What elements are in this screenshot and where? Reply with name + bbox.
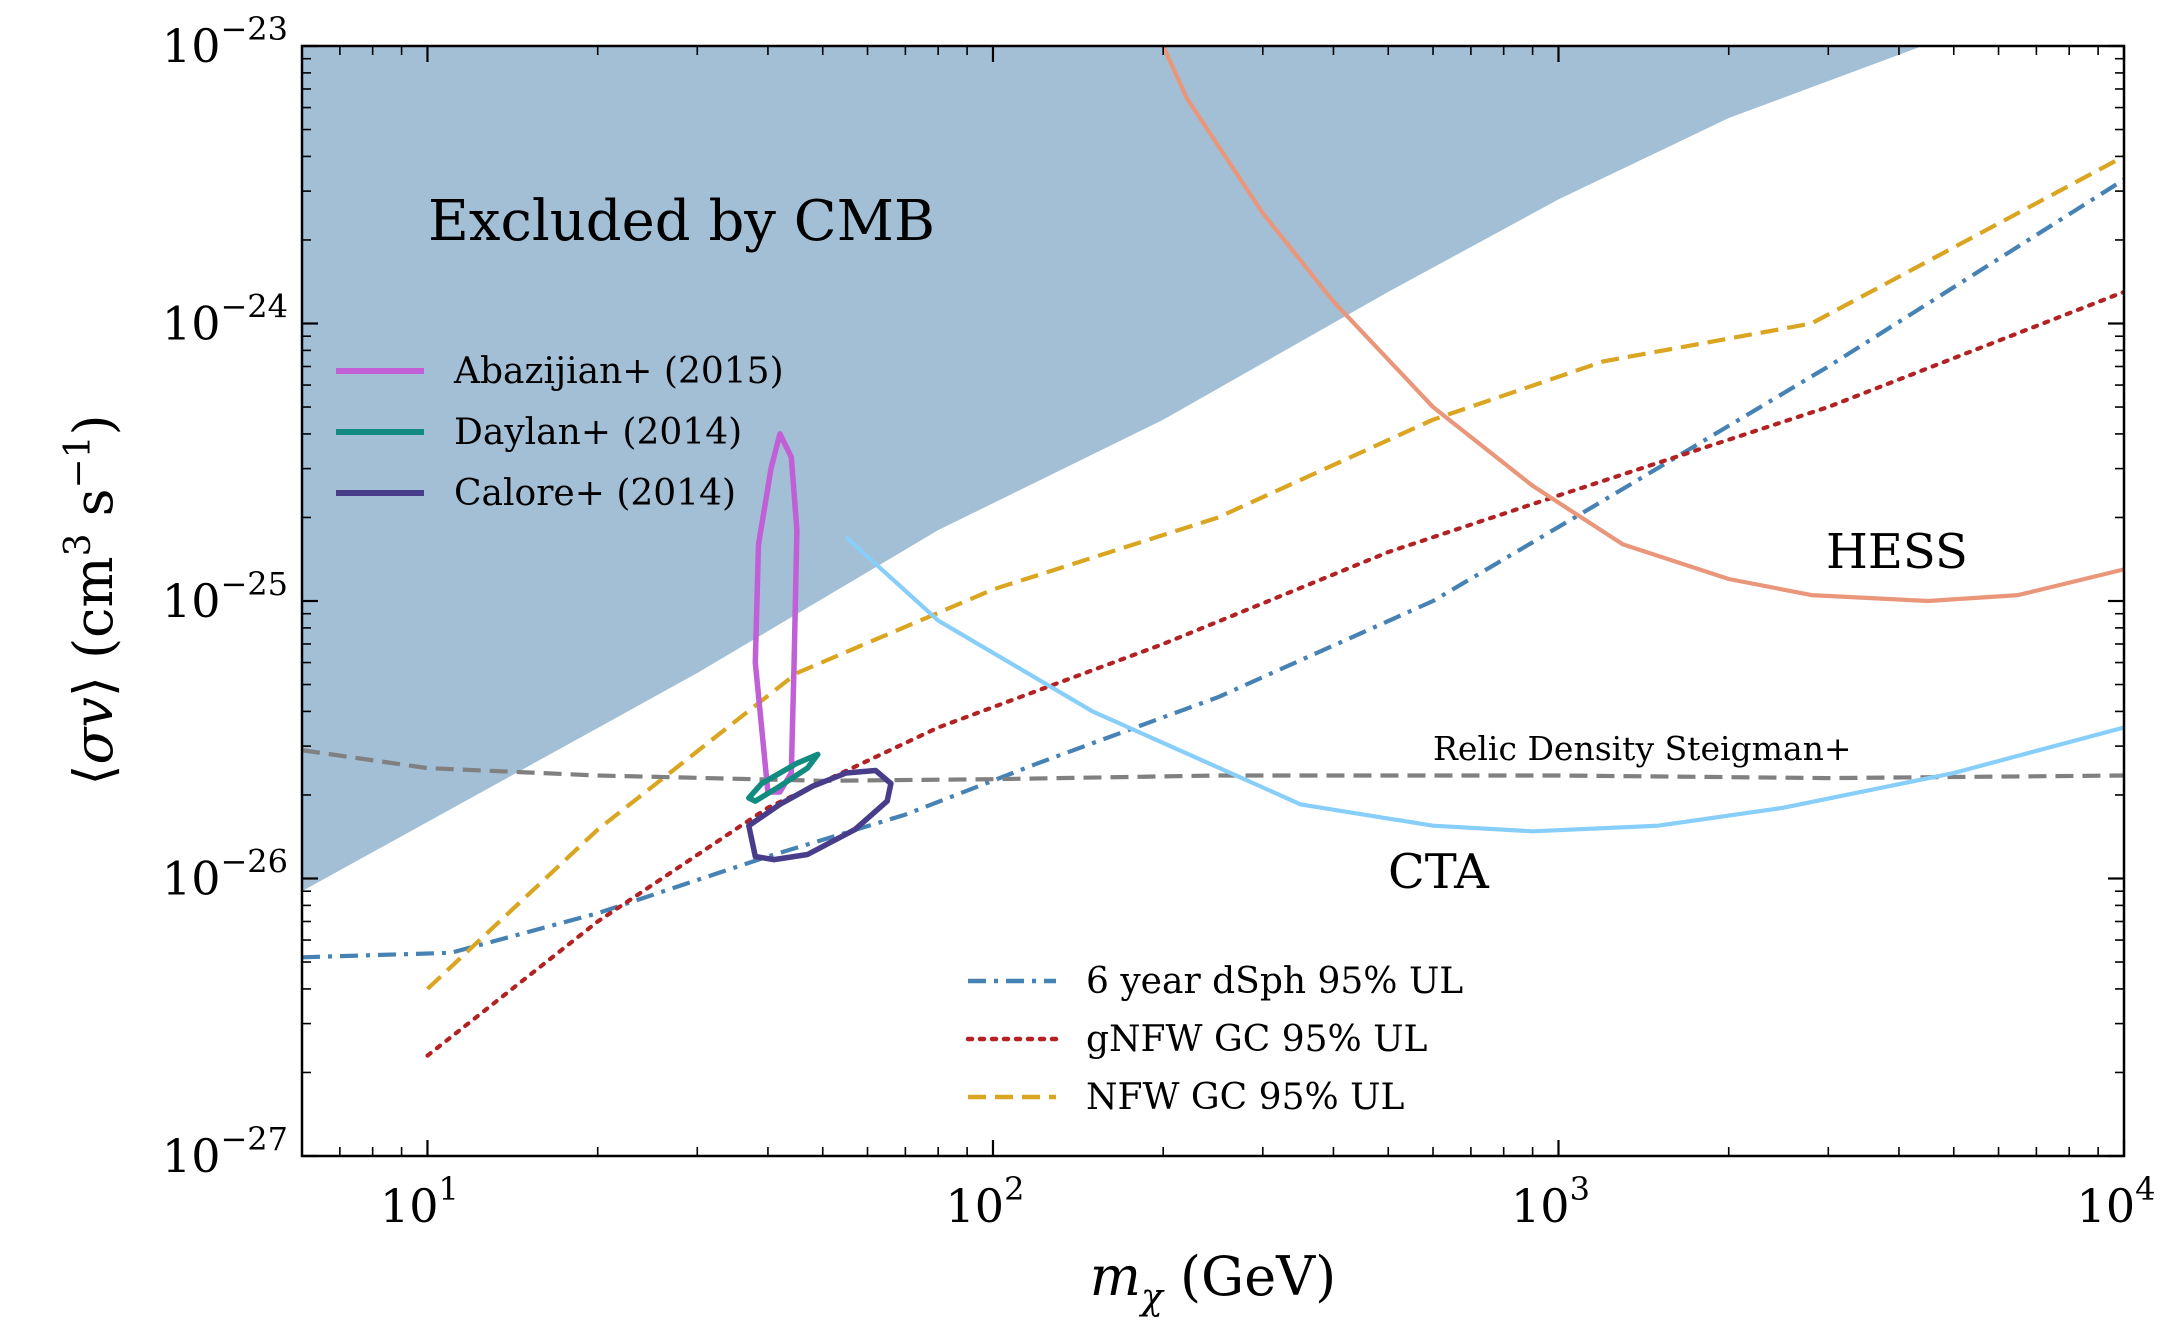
series-layer xyxy=(302,46,2124,1058)
x-axis-label: mχ (GeV) xyxy=(1090,1245,1336,1318)
series-hess xyxy=(1161,46,2124,604)
excluded-region-fill xyxy=(302,46,1923,892)
series-relic-density-steigman xyxy=(302,748,2124,783)
x-tick-label: 103 xyxy=(1511,1170,1590,1233)
legend-label-gnfw-gc-95-ul: gNFW GC 95% UL xyxy=(1086,1019,1428,1060)
legend-top-left: Abazijian+ (2015) Daylan+ (2014) Calore+ (… xyxy=(336,351,784,514)
contour-daylan-2014 xyxy=(746,751,821,804)
y-axis-label: ⟨σv⟩ (cm3 s−1) xyxy=(58,414,125,785)
legend-label-nfw-gc-95-ul: NFW GC 95% UL xyxy=(1086,1077,1404,1118)
legend-label-6-year-dsph-95-ul: 6 year dSph 95% UL xyxy=(1086,961,1463,1002)
excluded-region-label: Excluded by CMB xyxy=(428,189,935,254)
annotation-hess: HESS xyxy=(1826,524,1968,580)
y-tick-label: 10−25 xyxy=(162,565,288,628)
y-tick-label: 10−26 xyxy=(162,843,288,906)
series-cta xyxy=(844,535,2124,834)
legend-label-daylan-2014: Daylan+ (2014) xyxy=(454,412,742,453)
excluded-region-layer xyxy=(302,46,1923,892)
contour-layer xyxy=(746,431,894,863)
legend-label-calore-2014: Calore+ (2014) xyxy=(454,473,736,514)
x-tick-label: 101 xyxy=(380,1170,459,1233)
series-nfw-gc-95-ul xyxy=(426,154,2124,991)
legend-bottom: 6 year dSph 95% UL gNFW GC 95% UL NFW GC 9… xyxy=(965,961,1463,1118)
y-tick-label: 10−27 xyxy=(162,1120,288,1183)
y-tick-label: 10−24 xyxy=(162,288,288,351)
annotation-relic: Relic Density Steigman+ xyxy=(1433,729,1852,768)
x-tick-label: 104 xyxy=(2077,1170,2156,1233)
x-tick-label: 102 xyxy=(946,1170,1025,1233)
legend-label-abazijian-2015: Abazijian+ (2015) xyxy=(453,351,784,392)
y-tick-label: 10−23 xyxy=(162,10,288,73)
annotation-cta: CTA xyxy=(1388,844,1490,900)
series-6-year-dsph-95-ul xyxy=(302,177,2124,960)
label-layer: Excluded by CMB Relic Density Steigman+ … xyxy=(58,189,1968,1318)
contour-calore-2014 xyxy=(746,767,894,863)
tick-layer: 101 102 103 104 10−27 10−26 10−25 10−24 10−23 xyxy=(162,10,2156,1233)
